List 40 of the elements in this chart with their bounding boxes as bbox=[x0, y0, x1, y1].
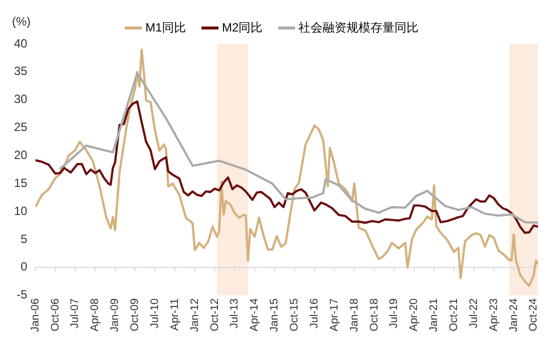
x-tick-label: Apr-23 bbox=[488, 298, 500, 332]
x-tick-label: Jan-21 bbox=[428, 298, 440, 332]
x-tick-label: Jan-12 bbox=[188, 298, 201, 332]
x-tick-label: Apr-17 bbox=[328, 298, 340, 332]
x-tick-label: Jan-06 bbox=[29, 298, 42, 332]
x-tick-label: Apr-20 bbox=[408, 298, 420, 332]
y-tick-label: 20 bbox=[14, 148, 28, 162]
y-tick-label: 0 bbox=[20, 260, 28, 274]
x-tick-label: Oct-21 bbox=[448, 298, 460, 332]
x-tick-label: Jan-18 bbox=[348, 298, 360, 332]
x-tick-label: Jul-16 bbox=[308, 298, 320, 328]
x-tick-label: Jul-22 bbox=[468, 298, 480, 328]
y-tick-label: 30 bbox=[14, 92, 28, 106]
legend-label: 社会融资规模存量同比 bbox=[298, 20, 419, 34]
legend-label: M2同比 bbox=[222, 20, 263, 34]
x-tick-label: Oct-18 bbox=[368, 298, 380, 332]
legend-label: M1同比 bbox=[145, 20, 186, 34]
x-tick-label: Apr-11 bbox=[168, 298, 181, 331]
x-tick-label: Oct-12 bbox=[208, 298, 221, 332]
x-tick-label: Jan-09 bbox=[109, 298, 122, 332]
y-tick-label: 35 bbox=[14, 64, 28, 78]
y-tick-label: 10 bbox=[14, 204, 28, 218]
x-tick-label: Oct-06 bbox=[49, 298, 62, 332]
x-tick-label: Oct-09 bbox=[129, 298, 142, 332]
y-axis-title: (%) bbox=[12, 14, 31, 28]
y-tick-label: 15 bbox=[14, 176, 28, 190]
x-tick-label: Jul-07 bbox=[69, 298, 82, 328]
x-tick-label: Jul-19 bbox=[388, 298, 400, 328]
x-tick-label: Jul-10 bbox=[148, 298, 161, 328]
x-tick-label: Apr-08 bbox=[89, 298, 102, 332]
x-tick-label: Oct-24 bbox=[528, 298, 540, 332]
y-tick-label: 40 bbox=[14, 36, 28, 50]
y-tick-label: 5 bbox=[20, 232, 28, 246]
x-tick-label: Jan-15 bbox=[268, 298, 281, 332]
x-tick-label: Apr-14 bbox=[248, 298, 261, 332]
y-tick-label: -5 bbox=[16, 288, 28, 302]
y-tick-label: 25 bbox=[14, 120, 28, 134]
x-tick-label: Oct-15 bbox=[288, 298, 301, 332]
x-tick-label: Jan-24 bbox=[508, 298, 520, 332]
x-tick-label: Jul-13 bbox=[228, 298, 241, 328]
